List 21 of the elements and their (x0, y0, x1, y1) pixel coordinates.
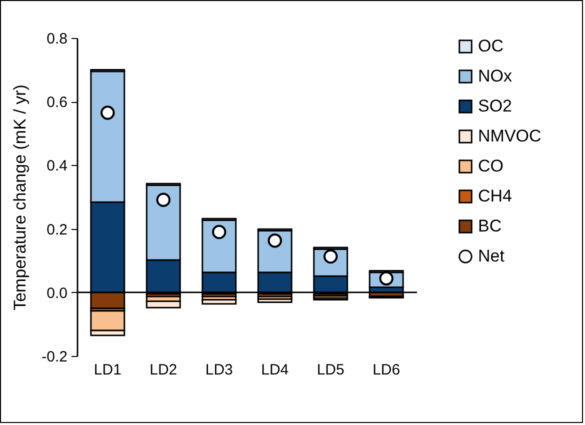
y-tick-label: 0.2 (46, 221, 68, 238)
x-tick-label: LD1 (94, 362, 122, 378)
y-tick-label: 0.4 (46, 158, 68, 175)
x-tick-label: LD3 (205, 362, 233, 378)
y-tick-label: 0.8 (46, 30, 68, 48)
y-axis-title: Temperature change (mK / yr) (10, 84, 30, 310)
legend-label: CO (478, 156, 504, 176)
legend-label: OC (478, 36, 504, 56)
y-tick-label: -0.2 (42, 348, 68, 366)
legend-label: BC (478, 216, 502, 236)
legend-label: CH4 (478, 186, 512, 206)
y-tick-label: 0.0 (46, 284, 68, 302)
legend-label: SO2 (478, 96, 512, 116)
legend-label: NOx (478, 66, 512, 86)
x-tick-label: LD5 (316, 362, 344, 378)
legend-label: Net (478, 246, 505, 266)
x-tick-label: LD2 (150, 362, 178, 378)
x-tick-label: LD6 (372, 362, 400, 378)
y-tick-label: 0.6 (46, 94, 68, 112)
legend-label: NMVOC (478, 126, 542, 146)
x-tick-label: LD4 (261, 362, 289, 378)
